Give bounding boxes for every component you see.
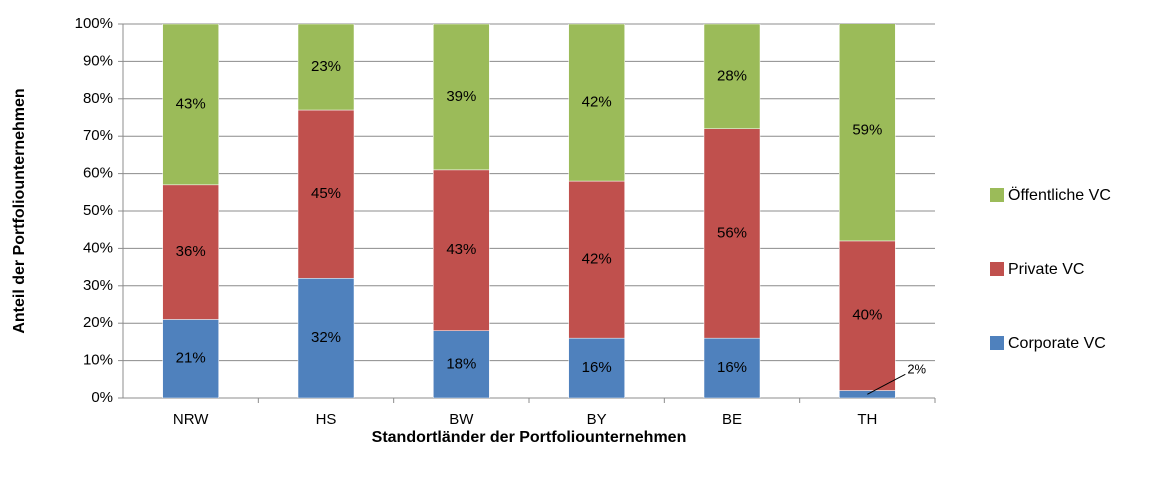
legend-label: Private VC: [1008, 261, 1084, 278]
data-label: 28%: [717, 67, 747, 84]
x-tick-label: HS: [316, 411, 337, 428]
data-label: 16%: [717, 359, 747, 376]
bars: [162, 24, 896, 398]
data-label: 42%: [582, 251, 612, 268]
y-axis-title: Anteil der Portfoliounternehmen: [11, 88, 28, 333]
data-label: 23%: [311, 58, 341, 75]
bar-segment: [433, 169, 490, 331]
bar-segment: [703, 128, 761, 339]
y-tick-label: 80%: [83, 90, 113, 107]
bar-segment: [433, 330, 490, 398]
data-label: 43%: [446, 241, 476, 258]
bar-segment: [162, 319, 219, 398]
legend-label: Corporate VC: [1008, 335, 1106, 352]
y-tick-label: 10%: [83, 352, 113, 369]
bar-segment: [568, 180, 625, 339]
data-label: 42%: [582, 94, 612, 111]
legend-swatch: [990, 262, 1004, 276]
x-tick-label: BW: [449, 411, 474, 428]
data-label: 21%: [176, 350, 206, 367]
bar-segment: [297, 24, 355, 111]
bar-segment: [568, 24, 625, 182]
x-tick-label: NRW: [173, 411, 209, 428]
data-label: 56%: [717, 224, 747, 241]
x-tick-label: TH: [857, 411, 877, 428]
bar-segment: [568, 337, 625, 398]
data-label: 36%: [176, 243, 206, 260]
data-label: 18%: [446, 355, 476, 372]
bar-segment: [162, 184, 219, 320]
bar-segment: [433, 24, 490, 171]
label-leader: [867, 373, 906, 395]
bar-segment: [703, 24, 761, 129]
bar-segment: [162, 24, 219, 186]
bar-segment: [703, 337, 761, 398]
legend-swatch: [990, 188, 1004, 202]
data-label: 39%: [446, 88, 476, 105]
y-tick-label: 50%: [83, 202, 113, 219]
data-label: 43%: [176, 95, 206, 112]
legend-label: Öffentliche VC: [1008, 186, 1111, 204]
y-tick-label: 30%: [83, 277, 113, 294]
x-tick-label: BY: [587, 411, 607, 428]
y-tick-label: 100%: [75, 15, 113, 32]
y-tick-label: 20%: [83, 314, 113, 331]
data-label: 16%: [582, 359, 612, 376]
bar-segment: [297, 278, 355, 398]
y-tick-label: 60%: [83, 165, 113, 182]
x-axis-title: Standortländer der Portfoliounternehmen: [372, 429, 687, 446]
y-tick-label: 0%: [91, 389, 113, 406]
data-label: 59%: [852, 122, 882, 139]
data-label: 2%: [907, 362, 926, 377]
y-tick-label: 70%: [83, 127, 113, 144]
data-label: 40%: [852, 307, 882, 324]
bar-segment: [297, 109, 355, 279]
data-label: 45%: [311, 185, 341, 202]
x-tick-label: BE: [722, 411, 742, 428]
legend-swatch: [990, 336, 1004, 350]
bar-segment: [839, 24, 896, 242]
bar-segment: [839, 240, 896, 391]
y-tick-label: 40%: [83, 239, 113, 256]
y-tick-label: 90%: [83, 52, 113, 69]
data-label: 32%: [311, 329, 341, 346]
